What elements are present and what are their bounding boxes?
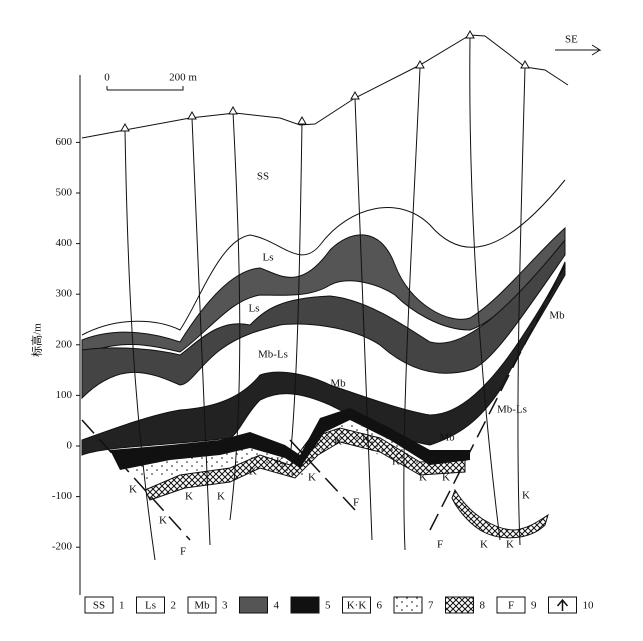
layer-label: Ls <box>249 303 260 315</box>
tick-label: 500 <box>56 187 73 199</box>
legend-symbol: Ls <box>145 600 156 612</box>
legend-box <box>393 596 423 614</box>
layer-label: F <box>180 546 186 558</box>
legend-number: 6 <box>377 600 383 612</box>
tick-label: 600 <box>56 136 73 148</box>
tick-label: -200 <box>52 541 73 553</box>
legend-number: 10 <box>583 600 595 612</box>
direction: SE <box>565 34 578 46</box>
layer-label: F <box>353 497 359 509</box>
layer-label: K <box>442 472 450 484</box>
tick-label: 400 <box>56 237 73 249</box>
layer-label: K <box>185 491 193 503</box>
legend-box <box>84 596 114 614</box>
legend-box <box>445 596 474 614</box>
layer-label: K <box>419 472 427 484</box>
legend-number: 5 <box>325 600 331 612</box>
layer-label: Mb <box>330 378 346 390</box>
legend-number: 2 <box>171 600 177 612</box>
layer-label: K <box>217 491 225 503</box>
layer-label: Mb-Ls <box>258 349 288 361</box>
tick-label: -100 <box>52 490 73 502</box>
legend-box <box>187 596 217 614</box>
legend-number: 7 <box>428 600 434 612</box>
tick-label: 200 <box>56 338 73 350</box>
layer-label: K <box>522 490 530 502</box>
tick-label: 0 <box>67 440 73 452</box>
layer-label: Ls <box>263 252 274 264</box>
layer-label: K <box>308 472 316 484</box>
geology <box>79 29 602 595</box>
legend-number: 8 <box>480 600 486 612</box>
legend-box <box>496 596 526 614</box>
layer-label: K <box>392 456 400 468</box>
layer-label: K <box>506 539 514 551</box>
legend-symbol: SS <box>93 600 105 612</box>
legend-icon <box>556 598 569 611</box>
layer-label: K <box>480 539 488 551</box>
legend-symbol: K·K <box>347 600 367 612</box>
legend-number: 9 <box>531 600 537 612</box>
scale-start: 0 <box>104 72 110 84</box>
layer-label: Mb <box>439 432 455 444</box>
legend-box <box>342 596 371 614</box>
legend-box <box>136 596 165 614</box>
layer-label: Mb <box>150 446 166 458</box>
scale-end: 200 m <box>169 72 197 84</box>
legend-box <box>290 596 320 614</box>
tick-label: 100 <box>56 389 73 401</box>
layer-label: K <box>276 456 284 468</box>
layer-label: Mb-Ls <box>497 404 527 416</box>
legend-number: 1 <box>119 600 125 612</box>
legend-symbol: Mb <box>194 600 210 612</box>
legend-number: 3 <box>222 600 228 612</box>
layer-label: K <box>362 434 370 446</box>
legend-box <box>239 596 268 614</box>
layer-label: F <box>437 539 443 551</box>
layer-label: K <box>129 484 137 496</box>
layer-label: Mb <box>549 310 565 322</box>
layer-label: SS <box>257 171 269 183</box>
layer-label: K <box>159 515 167 527</box>
legend-number: 4 <box>274 600 280 612</box>
layer-label: K <box>334 436 342 448</box>
legend-symbol: F <box>508 600 514 612</box>
layer-label: K <box>249 466 257 478</box>
tick-label: 300 <box>56 288 73 300</box>
axis-label: 标高/m <box>30 323 44 357</box>
